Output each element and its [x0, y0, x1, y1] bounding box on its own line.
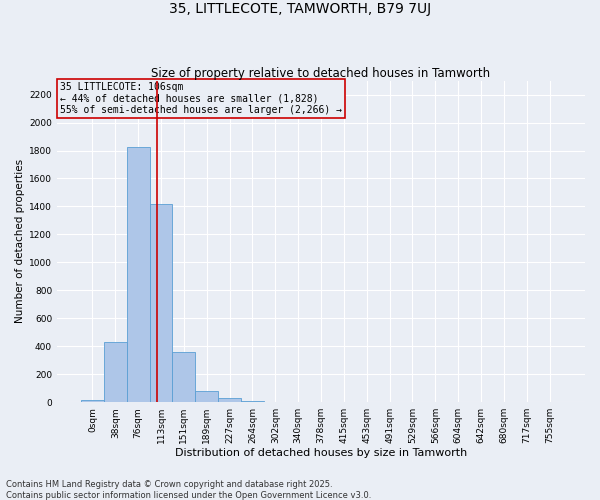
Text: 35 LITTLECOTE: 106sqm
← 44% of detached houses are smaller (1,828)
55% of semi-d: 35 LITTLECOTE: 106sqm ← 44% of detached … — [59, 82, 341, 116]
Y-axis label: Number of detached properties: Number of detached properties — [15, 160, 25, 324]
Bar — [127, 146, 149, 402]
Bar — [104, 342, 127, 402]
Bar — [218, 398, 241, 402]
Bar — [172, 352, 196, 402]
Bar — [241, 400, 264, 402]
Text: 35, LITTLECOTE, TAMWORTH, B79 7UJ: 35, LITTLECOTE, TAMWORTH, B79 7UJ — [169, 2, 431, 16]
Bar — [196, 391, 218, 402]
Title: Size of property relative to detached houses in Tamworth: Size of property relative to detached ho… — [151, 66, 491, 80]
Text: Contains HM Land Registry data © Crown copyright and database right 2025.
Contai: Contains HM Land Registry data © Crown c… — [6, 480, 371, 500]
X-axis label: Distribution of detached houses by size in Tamworth: Distribution of detached houses by size … — [175, 448, 467, 458]
Bar — [149, 204, 172, 402]
Bar — [81, 400, 104, 402]
